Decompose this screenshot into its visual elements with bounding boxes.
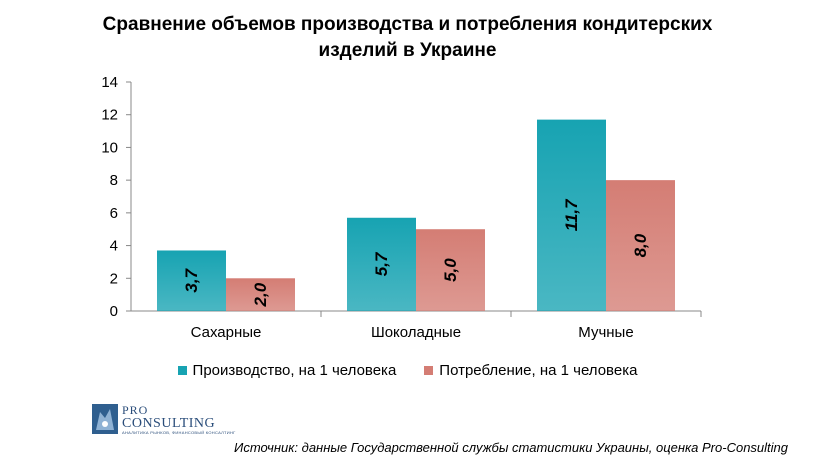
y-tick-label: 12 <box>101 107 118 124</box>
logo-emblem-icon <box>92 404 118 434</box>
y-tick-label: 10 <box>101 139 118 156</box>
chart-title-line-2: изделий в Украине <box>318 40 497 61</box>
bar <box>537 119 606 311</box>
data-label: 2,0 <box>251 282 270 307</box>
legend-item-consumption: Потребление, на 1 человека <box>424 362 637 379</box>
source-note: Источник: данные Государственной службы … <box>234 440 788 455</box>
data-label: 5,0 <box>441 258 460 282</box>
data-label: 8,0 <box>631 233 650 257</box>
y-tick-label: 2 <box>110 270 118 287</box>
legend-label-production: Производство, на 1 человека <box>192 362 397 379</box>
logo-tagline: АНАЛИТИКА РЫНКОВ, ФИНАНСОВЫЙ КОНСАЛТИНГ <box>122 430 236 435</box>
chart-title-line-1: Сравнение объемов производства и потребл… <box>102 14 713 35</box>
bar-chart: 0 2 4 6 8 10 12 14 3,7 2,0 Сахарные 5,7 5,0 Шоколадны… <box>101 74 702 341</box>
logo-text-pro: PRO <box>122 403 149 417</box>
x-tick-label: Шоколадные <box>371 324 461 341</box>
bar <box>226 278 295 311</box>
legend-swatch-consumption <box>424 366 434 375</box>
x-tick-label: Мучные <box>578 324 633 341</box>
legend-swatch-production <box>177 366 187 375</box>
pro-consulting-logo: PRO CONSULTING АНАЛИТИКА РЫНКОВ, ФИНАНСО… <box>92 403 235 438</box>
chart-legend: Производство, на 1 человека Потребление,… <box>0 362 815 379</box>
y-tick-label: 0 <box>110 303 118 320</box>
data-label: 3,7 <box>182 267 201 292</box>
bar <box>347 217 416 311</box>
chart-title: Сравнение объемов производства и потребл… <box>0 12 815 64</box>
y-tick-label: 4 <box>110 238 118 255</box>
y-tick-label: 14 <box>101 74 118 91</box>
y-tick-label: 8 <box>110 172 118 189</box>
data-label: 11,7 <box>562 198 581 231</box>
bar <box>416 229 485 311</box>
legend-item-production: Производство, на 1 человека <box>177 362 397 379</box>
bar <box>157 250 226 311</box>
bar <box>606 180 675 311</box>
y-tick-label: 6 <box>110 205 118 222</box>
data-label: 5,7 <box>372 251 391 276</box>
logo-text-consulting: CONSULTING <box>122 416 216 431</box>
legend-label-consumption: Потребление, на 1 человека <box>439 362 638 379</box>
x-tick-label: Сахарные <box>191 324 262 341</box>
